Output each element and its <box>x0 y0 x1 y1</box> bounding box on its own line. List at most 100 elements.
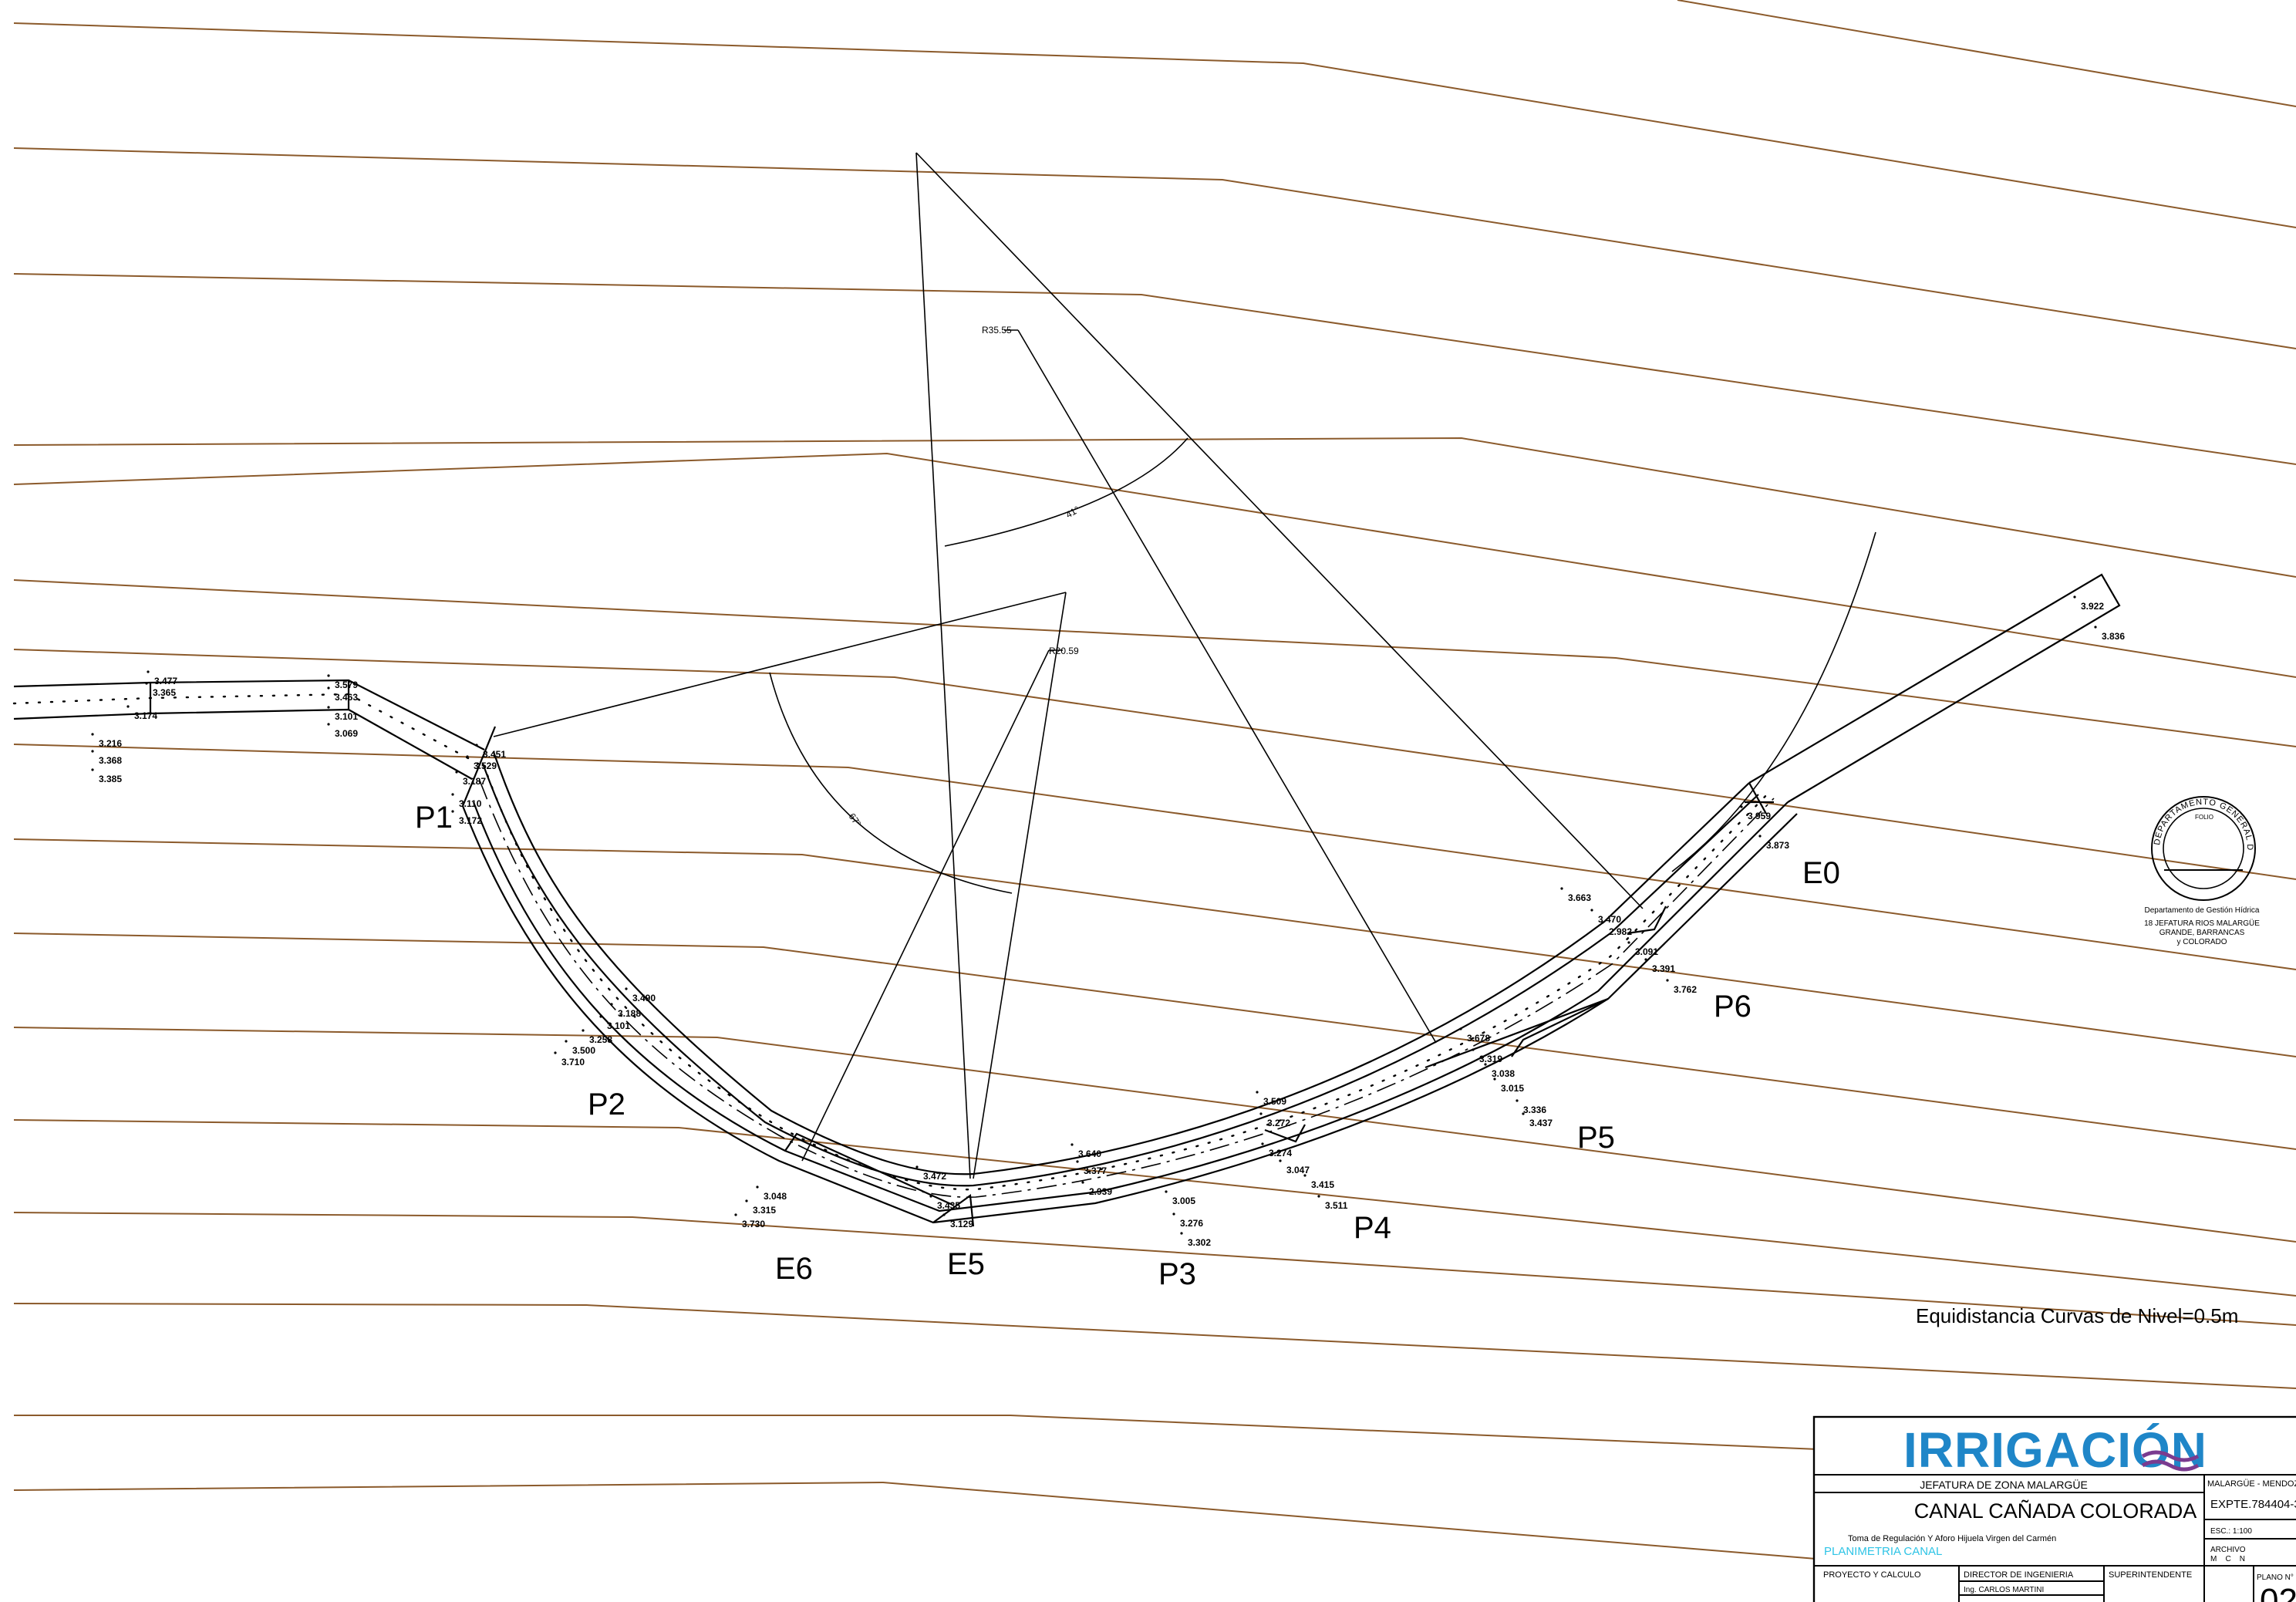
canal-structure <box>1627 906 1667 935</box>
elevation-label: 3.005 <box>1172 1196 1195 1206</box>
station-label-e6: E6 <box>775 1252 813 1286</box>
contour-line <box>13 1027 2296 1243</box>
angle-arc <box>769 672 1013 894</box>
elevation-label: 3.472 <box>923 1171 946 1182</box>
elevation-label: 3.710 <box>561 1057 585 1067</box>
radius-line <box>915 152 971 1179</box>
survey-point <box>327 706 330 709</box>
elevation-label: 3.415 <box>1311 1179 1334 1190</box>
stamp-caption: y COLORADO <box>2176 938 2227 946</box>
radius-label: R35.55 <box>982 325 1012 336</box>
survey-point <box>1261 1142 1264 1145</box>
elevation-label: 3.110 <box>459 798 482 809</box>
canal-edge <box>13 708 473 780</box>
contour-line <box>13 579 2296 747</box>
proyecto-calculo-label: PROYECTO Y CALCULO <box>1823 1570 1921 1580</box>
survey-point <box>1165 1190 1168 1193</box>
survey-point <box>327 674 330 677</box>
canal-cross-section <box>461 726 497 807</box>
survey-point <box>451 810 454 813</box>
elevation-label: 3.038 <box>1492 1068 1515 1079</box>
elevation-label: 3.091 <box>1635 946 1658 957</box>
survey-point <box>1666 979 1669 982</box>
scale-label: ESC.: 1:100 <box>2210 1527 2252 1536</box>
survey-point <box>466 755 469 758</box>
elevation-label: 3.511 <box>1325 1200 1348 1211</box>
station-label-p1: P1 <box>415 801 453 835</box>
elevation-label: 3.272 <box>1267 1118 1290 1128</box>
elevation-label: 3.500 <box>572 1045 595 1056</box>
location-label: MALARGÜE - MENDOZA <box>2207 1479 2296 1489</box>
elevation-label: 3.047 <box>1286 1165 1310 1175</box>
elevation-label: 3.216 <box>99 738 122 749</box>
station-label-p3: P3 <box>1158 1257 1196 1291</box>
elevation-label: 2.939 <box>1089 1186 1112 1197</box>
survey-point <box>734 1213 737 1216</box>
survey-point <box>1459 1027 1462 1030</box>
radius-label: R20.59 <box>1049 646 1079 656</box>
contour-line <box>13 838 2296 1057</box>
survey-point <box>1172 1212 1175 1216</box>
stamp-caption: 18 JEFATURA RIOS MALARGÜE <box>2144 919 2260 928</box>
director-name: Ing. CARLOS MARTINI <box>1964 1586 2044 1594</box>
survey-point <box>1522 1112 1525 1115</box>
elevation-label: 3.490 <box>632 993 656 1003</box>
survey-point <box>1472 1048 1475 1051</box>
elevation-label: 3.129 <box>950 1219 973 1229</box>
survey-point <box>1644 958 1647 961</box>
elevation-label: 3.336 <box>1523 1105 1546 1115</box>
elevation-label: 3.302 <box>1188 1237 1211 1248</box>
canal-edge <box>481 763 1759 1187</box>
survey-point <box>942 1213 946 1216</box>
elevation-label: 3.529 <box>474 761 497 771</box>
tangent-line <box>493 592 1067 737</box>
canal-structure <box>784 1132 953 1206</box>
radius-leader-line <box>801 649 1050 1162</box>
elevation-label: 3.730 <box>742 1219 765 1229</box>
survey-point <box>2094 626 2097 629</box>
survey-point <box>565 1040 568 1043</box>
canal-structure <box>932 1193 975 1227</box>
survey-point <box>599 1015 602 1018</box>
survey-point <box>929 1195 932 1198</box>
elevation-label: 3.187 <box>463 776 486 787</box>
project-subtitle: Toma de Regulación Y Aforo Hijuela Virge… <box>1848 1534 2056 1543</box>
elevation-label: 3.069 <box>335 728 358 739</box>
title-block: IRRIGACIÓN JEFATURA DE ZONA MALARGÜE CAN… <box>1812 1415 2296 1602</box>
survey-point <box>745 1199 748 1202</box>
elevation-label: 3.509 <box>1263 1096 1286 1107</box>
jefatura-label: JEFATURA DE ZONA MALARGÜE <box>1920 1478 2088 1491</box>
elevation-label: 3.451 <box>483 749 506 760</box>
survey-point <box>1601 921 1604 924</box>
radius-line <box>973 592 1067 1179</box>
station-label-p4: P4 <box>1354 1211 1391 1245</box>
logo-wave-icon <box>2141 1459 2200 1472</box>
dimension-labels: R35.55 R20.59 41° 67° <box>847 325 1082 829</box>
survey-point <box>1081 1181 1084 1184</box>
contour-line <box>13 437 2296 578</box>
survey-point <box>1484 1063 1487 1066</box>
angle-arc <box>944 437 1188 547</box>
survey-point <box>610 1003 613 1006</box>
elevation-label: 3.048 <box>764 1191 787 1202</box>
survey-point <box>145 682 148 685</box>
archivo-columns: M C N <box>2210 1555 2245 1563</box>
station-label-p2: P2 <box>588 1088 625 1121</box>
sheet-type: PLANIMETRIA CANAL <box>1824 1545 1942 1558</box>
survey-point <box>915 1165 919 1169</box>
contour-line <box>1677 0 2296 107</box>
elevation-label: 3.477 <box>154 676 177 686</box>
elevation-label: 3.435 <box>937 1200 960 1211</box>
survey-point <box>1317 1195 1320 1198</box>
elevation-label: 3.836 <box>2102 631 2125 642</box>
project-title: CANAL CAÑADA COLORADA <box>1914 1499 2197 1523</box>
survey-point <box>1180 1232 1183 1235</box>
survey-point <box>582 1029 585 1032</box>
survey-point <box>455 771 458 774</box>
elevation-label: 3.762 <box>1674 984 1697 995</box>
contour-lines <box>13 0 2296 1599</box>
survey-point <box>1740 805 1743 808</box>
director-label: DIRECTOR DE INGENIERIA <box>1964 1570 2074 1580</box>
